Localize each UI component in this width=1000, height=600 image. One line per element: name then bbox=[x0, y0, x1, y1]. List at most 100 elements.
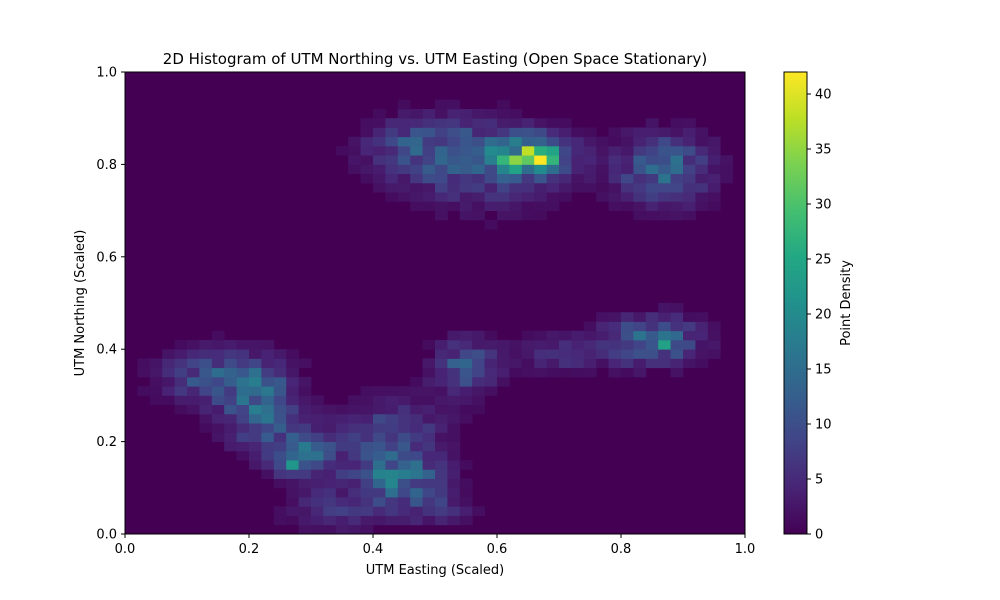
heatmap-cell bbox=[621, 321, 634, 332]
heatmap-cell bbox=[608, 201, 622, 211]
heatmap-cell bbox=[447, 192, 461, 202]
heatmap-cell bbox=[695, 321, 709, 332]
heatmap-cell bbox=[298, 506, 312, 516]
heatmap-cell bbox=[497, 201, 510, 211]
heatmap-cell bbox=[707, 173, 721, 184]
colorbar-tick-label: 5 bbox=[815, 473, 823, 488]
heatmap-cell bbox=[224, 386, 237, 396]
heatmap-cell bbox=[459, 201, 473, 211]
heatmap-cell bbox=[683, 136, 696, 147]
heatmap-cell bbox=[546, 358, 560, 369]
chart-title: 2D Histogram of UTM Northing vs. UTM Eas… bbox=[163, 50, 707, 68]
heatmap-cell bbox=[249, 450, 262, 461]
heatmap-cell bbox=[497, 339, 510, 350]
heatmap-cell bbox=[633, 367, 647, 378]
heatmap-cell bbox=[683, 155, 696, 165]
heatmap-cell bbox=[546, 330, 560, 341]
heatmap-cell bbox=[497, 358, 510, 369]
heatmap-cell bbox=[410, 173, 423, 184]
heatmap-cell bbox=[298, 478, 312, 489]
heatmap-cell bbox=[670, 358, 684, 369]
heatmap-cell bbox=[199, 358, 213, 369]
heatmap-cell bbox=[707, 201, 721, 211]
heatmap-cell bbox=[298, 524, 312, 535]
heatmap-cell bbox=[596, 330, 609, 341]
heatmap-cell bbox=[497, 192, 510, 202]
heatmap-cell bbox=[497, 376, 510, 387]
heatmap-cell bbox=[286, 487, 299, 498]
heatmap-cell bbox=[621, 155, 634, 165]
heatmap-cell bbox=[447, 441, 461, 452]
heatmap-cell bbox=[435, 99, 448, 110]
heatmap-cell bbox=[162, 349, 175, 359]
heatmap-cell bbox=[385, 127, 399, 138]
heatmap-cell bbox=[422, 136, 436, 147]
heatmap-cell bbox=[435, 358, 448, 369]
heatmap-cell bbox=[497, 367, 510, 378]
heatmap-cell bbox=[546, 367, 560, 378]
heatmap-cell bbox=[608, 349, 622, 359]
heatmap-cell bbox=[546, 118, 560, 128]
heatmap-cell bbox=[224, 395, 237, 406]
heatmap-cell bbox=[472, 108, 485, 119]
heatmap-cell bbox=[385, 497, 399, 507]
heatmap-cell bbox=[249, 404, 262, 415]
heatmap-cell bbox=[397, 423, 411, 433]
heatmap-cell bbox=[410, 386, 423, 396]
heatmap-cell bbox=[348, 145, 361, 156]
heatmap-cell bbox=[385, 423, 399, 433]
heatmap-cell bbox=[497, 182, 510, 193]
heatmap-cell bbox=[534, 210, 547, 221]
heatmap-cell bbox=[162, 358, 175, 369]
heatmap-cell bbox=[435, 210, 448, 221]
heatmap-cell bbox=[658, 358, 671, 369]
heatmap-cell bbox=[273, 395, 287, 406]
heatmap-cell bbox=[298, 487, 312, 498]
heatmap-cell bbox=[199, 339, 213, 350]
heatmap-cell bbox=[509, 127, 523, 138]
x-tick-label: 0.4 bbox=[363, 542, 384, 557]
heatmap-cell bbox=[397, 506, 411, 516]
heatmap-cell bbox=[397, 432, 411, 442]
heatmap-cell bbox=[472, 395, 485, 406]
heatmap-cell bbox=[174, 386, 188, 396]
heatmap-cell bbox=[571, 367, 585, 378]
heatmap-cell bbox=[385, 164, 399, 175]
heatmap-cell bbox=[497, 349, 510, 359]
heatmap-cell bbox=[472, 164, 485, 175]
heatmap-cell bbox=[472, 155, 485, 165]
heatmap-cell bbox=[397, 386, 411, 396]
heatmap-cell bbox=[422, 201, 436, 211]
heatmap-cell bbox=[311, 469, 324, 479]
heatmap-cell bbox=[273, 413, 287, 424]
heatmap-cell bbox=[509, 108, 523, 119]
heatmap-cell bbox=[199, 423, 213, 433]
heatmap-cell bbox=[360, 386, 374, 396]
heatmap-cell bbox=[335, 506, 349, 516]
heatmap-cell bbox=[645, 349, 659, 359]
heatmap-cell bbox=[683, 173, 696, 184]
heatmap-cell bbox=[447, 515, 461, 526]
heatmap-cell bbox=[497, 127, 510, 138]
heatmap-cell bbox=[422, 515, 436, 526]
heatmap-cell bbox=[621, 173, 634, 184]
heatmap-cell bbox=[645, 182, 659, 193]
heatmap-cell bbox=[484, 136, 498, 147]
heatmap-cell bbox=[286, 413, 299, 424]
heatmap-cell bbox=[447, 386, 461, 396]
heatmap-cell bbox=[670, 330, 684, 341]
heatmap-cell bbox=[521, 155, 535, 165]
colorbar-axis: 0 5 10 15 20 25 30 35 40 bbox=[807, 88, 832, 543]
heatmap-cell bbox=[360, 506, 374, 516]
heatmap-cell bbox=[435, 173, 448, 184]
heatmap-cell bbox=[211, 404, 225, 415]
heatmap-cell bbox=[422, 386, 436, 396]
heatmap-cell bbox=[261, 358, 275, 369]
heatmap-cell bbox=[447, 99, 461, 110]
heatmap-cell bbox=[236, 432, 250, 442]
heatmap-cell bbox=[137, 386, 151, 396]
heatmap-cell bbox=[583, 145, 597, 156]
heatmap-cell bbox=[633, 358, 647, 369]
heatmap-cell bbox=[707, 339, 721, 350]
heatmap-cell bbox=[422, 173, 436, 184]
